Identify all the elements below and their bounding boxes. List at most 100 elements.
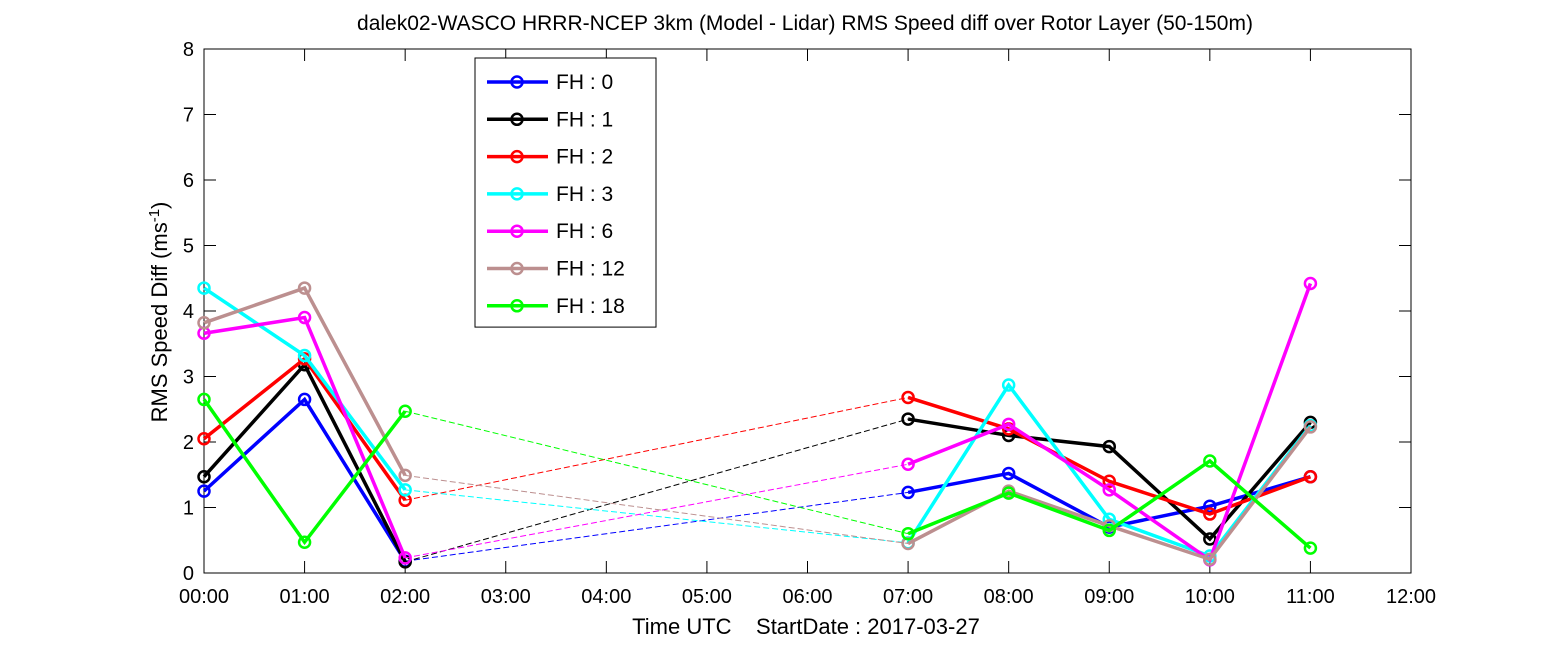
data-point [1001,486,1016,500]
legend-marker [510,299,524,313]
gap-connector-line [405,463,909,559]
legend-item: FH : 2 [487,146,613,169]
x-tick-label: 00:00 [179,586,229,608]
data-point [197,484,211,498]
y-axis-label: RMS Speed Diff (ms-1) [146,202,172,423]
gap-connector-line [405,410,909,535]
series-line [907,458,1312,550]
x-tick-label: 05:00 [682,586,732,608]
x-tick-label: 03:00 [481,586,531,608]
gap-connector-line [405,396,909,501]
series-layer [197,276,1318,569]
legend-label: FH : 12 [556,258,625,281]
x-tick-label: 08:00 [984,586,1034,608]
x-tick-label: 11:00 [1286,586,1335,608]
data-point [901,390,915,405]
data-point [1001,417,1016,432]
legend-label: FH : 2 [556,146,613,169]
chart-title: dalek02-WASCO HRRR-NCEP 3km (Model - Lid… [357,12,1253,35]
plot-area [203,48,1412,574]
series-fh-6 [197,276,1318,567]
data-point [1303,276,1318,291]
data-point [1303,420,1318,434]
data-point [297,310,312,325]
x-tick-label: 12:00 [1386,586,1436,608]
series-line [907,395,1312,516]
series-line [907,282,1313,563]
series-line [203,315,407,559]
legend-label: FH : 0 [556,71,613,94]
gap-connector-line [405,489,909,544]
x-axis-label: Time UTC StartDate : 2017-03-27 [632,614,980,639]
y-tick-label: 2 [183,432,194,454]
data-point [1203,454,1217,468]
data-point [398,404,412,418]
data-point [297,348,312,363]
data-point [398,551,412,565]
y-tick-label: 8 [183,39,194,61]
data-point [398,483,412,497]
x-tick-label: 09:00 [1084,586,1134,608]
series-fh-18 [197,392,1318,555]
legend-label: FH : 3 [556,183,613,206]
data-point [398,468,412,483]
data-point [1203,507,1217,521]
y-tick-label: 7 [183,105,194,127]
data-point [1203,532,1217,546]
plot-frame [203,48,1412,574]
legend-item: FH : 18 [487,295,625,318]
y-tick-label: 6 [183,170,194,192]
data-point [1102,439,1116,454]
data-point [1102,523,1116,538]
y-axis-label-superscript: -1 [146,209,163,222]
data-point [197,392,211,407]
legend-marker [510,261,524,276]
data-point [1303,469,1318,484]
legend-marker [510,112,524,127]
y-tick-label: 1 [183,498,194,520]
legend-item: FH : 1 [487,108,613,131]
y-tick-label: 0 [183,563,194,585]
data-point [1001,466,1016,481]
data-point [1303,541,1318,555]
data-point [901,457,915,472]
data-point [901,485,915,500]
legend-item: FH : 6 [487,220,613,243]
y-axis: 0 1 2 3 4 5 6 7 8 [183,39,1411,585]
data-point [1102,474,1116,489]
data-point [297,392,312,407]
data-point [1203,552,1217,566]
legend-marker [510,224,524,238]
legend-label: FH : 1 [556,108,613,131]
legend-item: FH : 0 [487,71,613,94]
legend-item: FH : 3 [487,183,613,206]
data-point [197,316,211,330]
data-point [1001,378,1016,392]
data-point [1203,499,1217,513]
legend-marker [510,75,524,89]
gap-connector-line [405,474,909,545]
legend: FH : 0 FH : 1 FH : 2 FH : 3 FH : 6 FH : 12 FH … [474,57,657,328]
data-point [297,281,312,295]
data-point [197,431,211,446]
y-tick-label: 5 [183,236,194,258]
y-tick-label: 4 [183,301,194,323]
gap-connector-line [405,491,909,562]
gap-connector-line [405,418,909,563]
x-tick-label: 04:00 [581,586,631,608]
x-tick-label: 01:00 [280,586,330,608]
series-line [202,398,407,546]
x-tick-label: 06:00 [782,586,832,608]
data-point [197,469,211,484]
series-fh-2 [197,352,1318,521]
x-axis: 00:00 01:00 02:00 03:00 04:00 05:00 06:00 07:00… [179,49,1436,608]
series-line [202,396,407,563]
legend-label: FH : 18 [556,295,625,318]
x-tick-label: 10:00 [1185,586,1235,608]
series-line [203,285,407,477]
data-point [901,412,915,426]
y-axis-label-main: RMS Speed Diff (ms [147,222,172,422]
data-point [901,526,915,541]
